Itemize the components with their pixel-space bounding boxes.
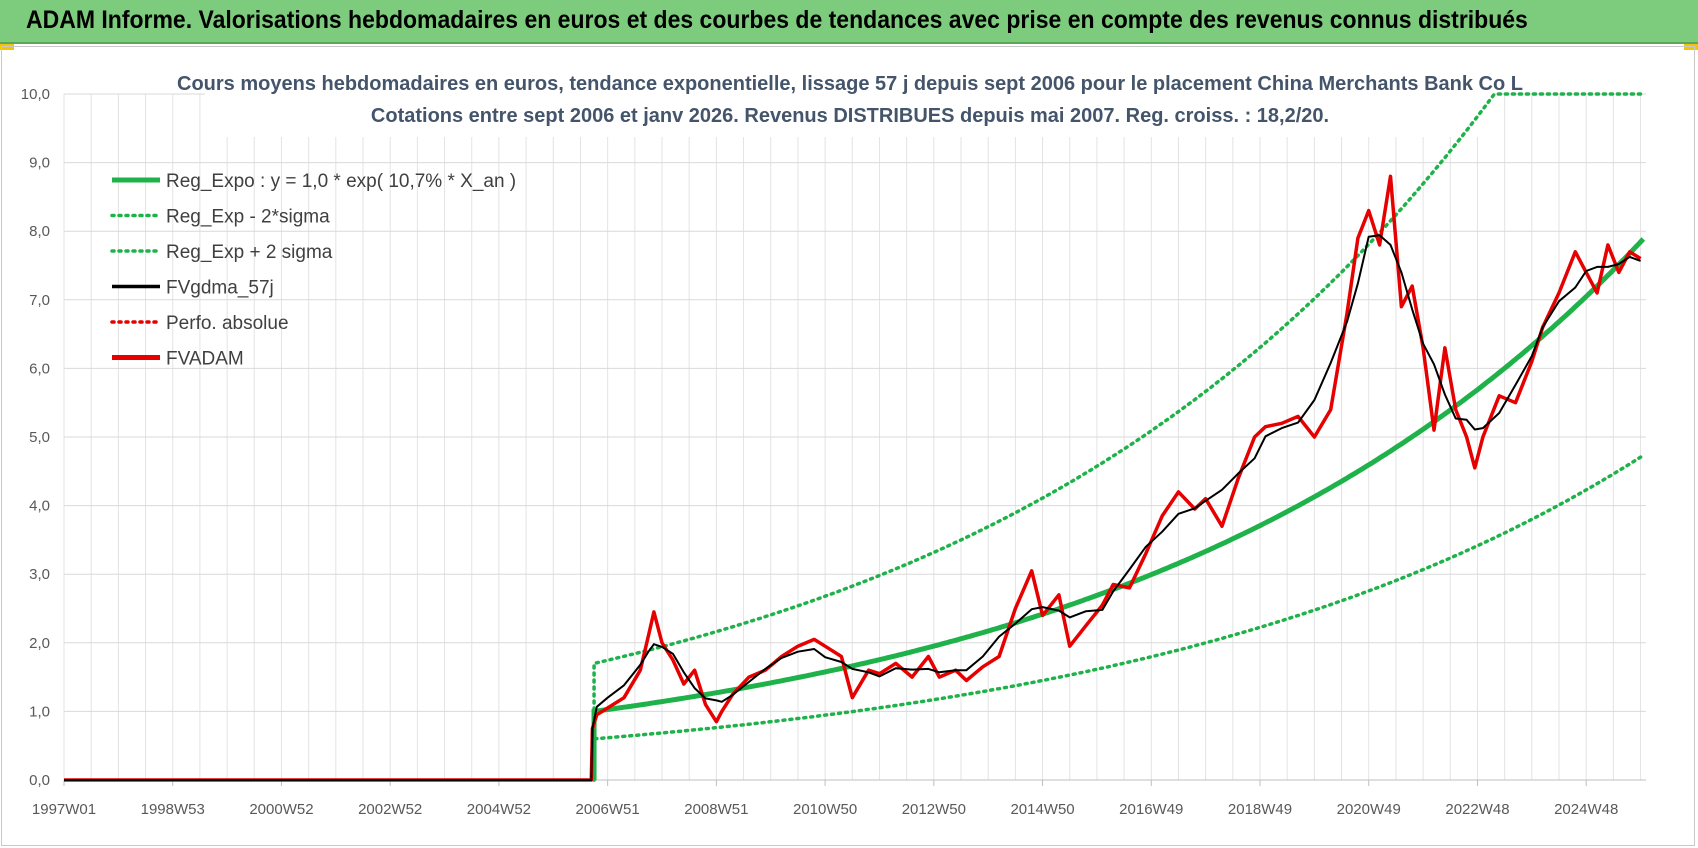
- corner-marker-right: [1684, 44, 1698, 50]
- x-tick-label: 2006W51: [576, 801, 640, 818]
- x-tick-label: 1998W53: [141, 801, 205, 818]
- x-tick-label: 2008W51: [684, 801, 748, 818]
- y-tick-label: 3,0: [29, 566, 50, 583]
- series-reg-exp-minus-2sigma: [592, 453, 1646, 782]
- y-tick-label: 4,0: [29, 498, 50, 515]
- series-fvadam: [64, 174, 1642, 782]
- series-reg-exp-plus-2sigma: [592, 92, 1646, 782]
- legend-label: Perfo. absolue: [166, 313, 289, 334]
- y-tick-label: 5,0: [29, 429, 50, 446]
- x-tick-label: 2004W52: [467, 801, 531, 818]
- series-group: [64, 92, 1646, 782]
- legend-label: Reg_Exp - 2*sigma: [166, 207, 330, 228]
- legend: Reg_Expo : y = 1,0 * exp( 10,7% * X_an )…: [110, 171, 516, 370]
- series-fvgdma-57j: [64, 234, 1641, 781]
- chart-frame: [1, 46, 1695, 846]
- report-title: ADAM Informe. Valorisations hebdomadaire…: [26, 6, 1528, 34]
- y-tick-label: 10,0: [21, 86, 50, 103]
- x-tick-label: 2016W49: [1119, 801, 1183, 818]
- x-tick-label: 2022W48: [1445, 801, 1509, 818]
- series-reg-expo: [591, 237, 1646, 780]
- x-tick-label: 2018W49: [1228, 801, 1292, 818]
- y-axis-labels: 0,0 1,0 2,0 3,0 4,0 5,0 6,0 7,0 8,0 9,0 10,0: [21, 86, 50, 789]
- report-banner: ADAM Informe. Valorisations hebdomadaire…: [0, 0, 1698, 44]
- x-tick-label: 2020W49: [1337, 801, 1401, 818]
- grid: [63, 93, 1646, 786]
- x-tick-label: 2012W50: [902, 801, 966, 818]
- y-tick-label: 7,0: [29, 292, 50, 309]
- y-tick-label: 8,0: [29, 223, 50, 240]
- x-tick-label: 2014W50: [1010, 801, 1074, 818]
- chart-title-line-2: Cotations entre sept 2006 et janv 2026. …: [371, 105, 1329, 127]
- x-tick-label: 2010W50: [793, 801, 857, 818]
- title-backdrop: [205, 82, 1495, 137]
- y-tick-label: 0,0: [29, 772, 50, 789]
- corner-marker-left: [0, 44, 14, 50]
- y-tick-label: 9,0: [29, 155, 50, 172]
- legend-label: FVgdma_57j: [166, 278, 274, 299]
- x-tick-label: 2000W52: [249, 801, 313, 818]
- x-tick-label: 2024W48: [1554, 801, 1618, 818]
- legend-label: Reg_Exp + 2 sigma: [166, 242, 333, 263]
- y-tick-label: 6,0: [29, 360, 50, 377]
- legend-label: FVADAM: [166, 349, 244, 370]
- chart-title-line-1: Cours moyens hebdomadaires en euros, ten…: [177, 73, 1523, 95]
- x-axis-labels: 1997W01 1998W53 2000W52 2002W52 2004W52 2006W…: [32, 801, 1618, 818]
- x-tick-label: 2002W52: [358, 801, 422, 818]
- y-tick-label: 1,0: [29, 703, 50, 720]
- y-tick-label: 2,0: [29, 635, 50, 652]
- x-tick-label: 1997W01: [32, 801, 96, 818]
- legend-label: Reg_Expo : y = 1,0 * exp( 10,7% * X_an ): [166, 171, 516, 192]
